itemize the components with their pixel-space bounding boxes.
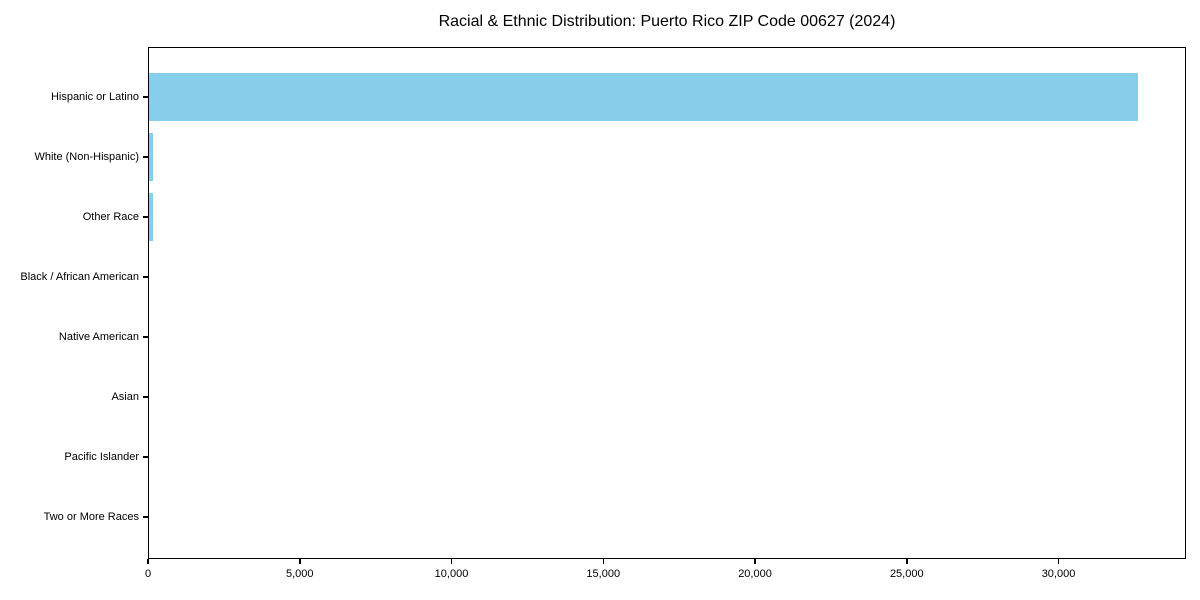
y-tick-mark — [143, 396, 148, 398]
x-tick-mark — [450, 559, 453, 564]
y-tick-label: Black / African American — [20, 271, 139, 283]
bar-hispanic-or-latino — [149, 72, 1138, 121]
y-tick-mark — [143, 216, 148, 218]
y-tick-mark — [143, 156, 148, 158]
y-tick-mark — [143, 456, 148, 458]
bars-layer — [149, 48, 1185, 558]
chart-title: Racial & Ethnic Distribution: Puerto Ric… — [438, 13, 896, 30]
x-tick-mark — [299, 559, 301, 564]
x-tick-label: 0 — [144, 568, 152, 580]
plot-area — [148, 47, 1186, 559]
y-tick-label: Pacific Islander — [64, 451, 139, 463]
y-tick-mark — [143, 516, 148, 518]
y-tick-label: Hispanic or Latino — [50, 91, 139, 103]
bar-other-race — [149, 192, 153, 241]
y-tick-label: Asian — [111, 391, 139, 403]
y-tick-label: Two or More Races — [43, 511, 139, 523]
y-tick-label: Native American — [58, 331, 139, 343]
y-tick-mark — [143, 96, 148, 98]
x-tick-label: 30,000 — [1041, 568, 1076, 580]
x-tick-mark — [147, 559, 149, 564]
x-tick-mark — [754, 559, 756, 564]
x-tick-mark — [602, 559, 604, 564]
x-tick-label: 10,000 — [434, 568, 469, 580]
x-tick-mark — [1057, 559, 1060, 564]
y-tick-mark — [143, 276, 148, 278]
x-tick-label: 20,000 — [738, 568, 772, 580]
bar-white-non-hispanic — [149, 132, 153, 181]
x-tick-mark — [906, 559, 908, 564]
y-tick-mark — [143, 336, 148, 338]
x-tick-label: 5,000 — [285, 568, 314, 580]
y-tick-label: Other Race — [82, 211, 139, 223]
x-tick-label: 15,000 — [586, 568, 621, 580]
x-tick-label: 25,000 — [889, 568, 924, 580]
y-tick-label: White (Non-Hispanic) — [34, 151, 139, 163]
